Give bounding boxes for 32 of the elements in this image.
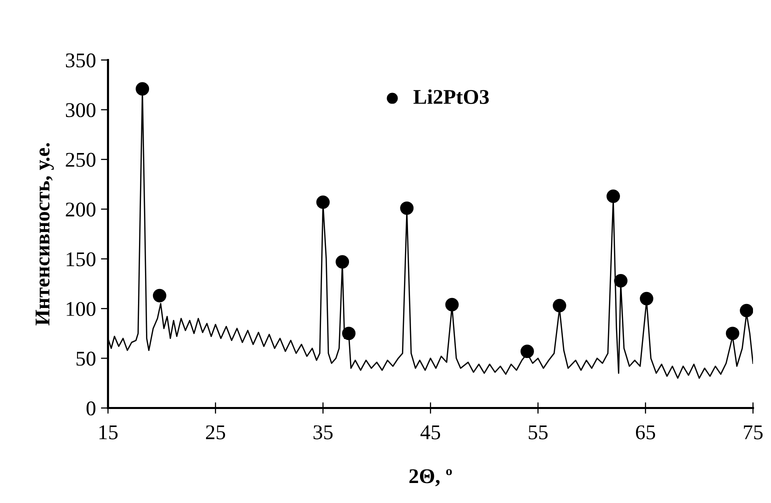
point [520,344,534,358]
point [336,255,350,269]
x-axis-title: 2Θ, º [409,469,452,486]
x-tick-label: 75 [744,425,763,440]
point [445,298,459,312]
point [400,201,414,215]
x-tick-label: 45 [420,425,440,440]
x-tick-label: 55 [528,425,548,440]
x-tick-label: 65 [636,425,656,440]
legend-label: Li2PtO3 [413,89,489,104]
x-tick-label: 25 [206,425,226,440]
y-tick-label: 350 [66,53,96,68]
point [316,195,330,209]
y-tick-label: 50 [76,352,96,366]
y-tick-label: 200 [66,202,96,217]
y-tick-label: 0 [86,401,96,416]
y-axis-title: Интенсивность, у.е. [36,143,54,326]
point [606,190,620,203]
point [640,292,654,306]
x-tick-label: 15 [99,425,118,440]
point [726,326,740,340]
y-tick-label: 100 [66,302,96,316]
y-tick-label: 250 [66,152,96,167]
y-tick-label: 300 [66,103,96,118]
point [152,288,166,302]
point [614,274,628,288]
x-tick-label: 35 [314,425,333,440]
point [342,326,356,340]
y-tick-label: 150 [66,252,96,266]
point [136,82,150,96]
point [552,298,566,312]
point [740,304,753,318]
